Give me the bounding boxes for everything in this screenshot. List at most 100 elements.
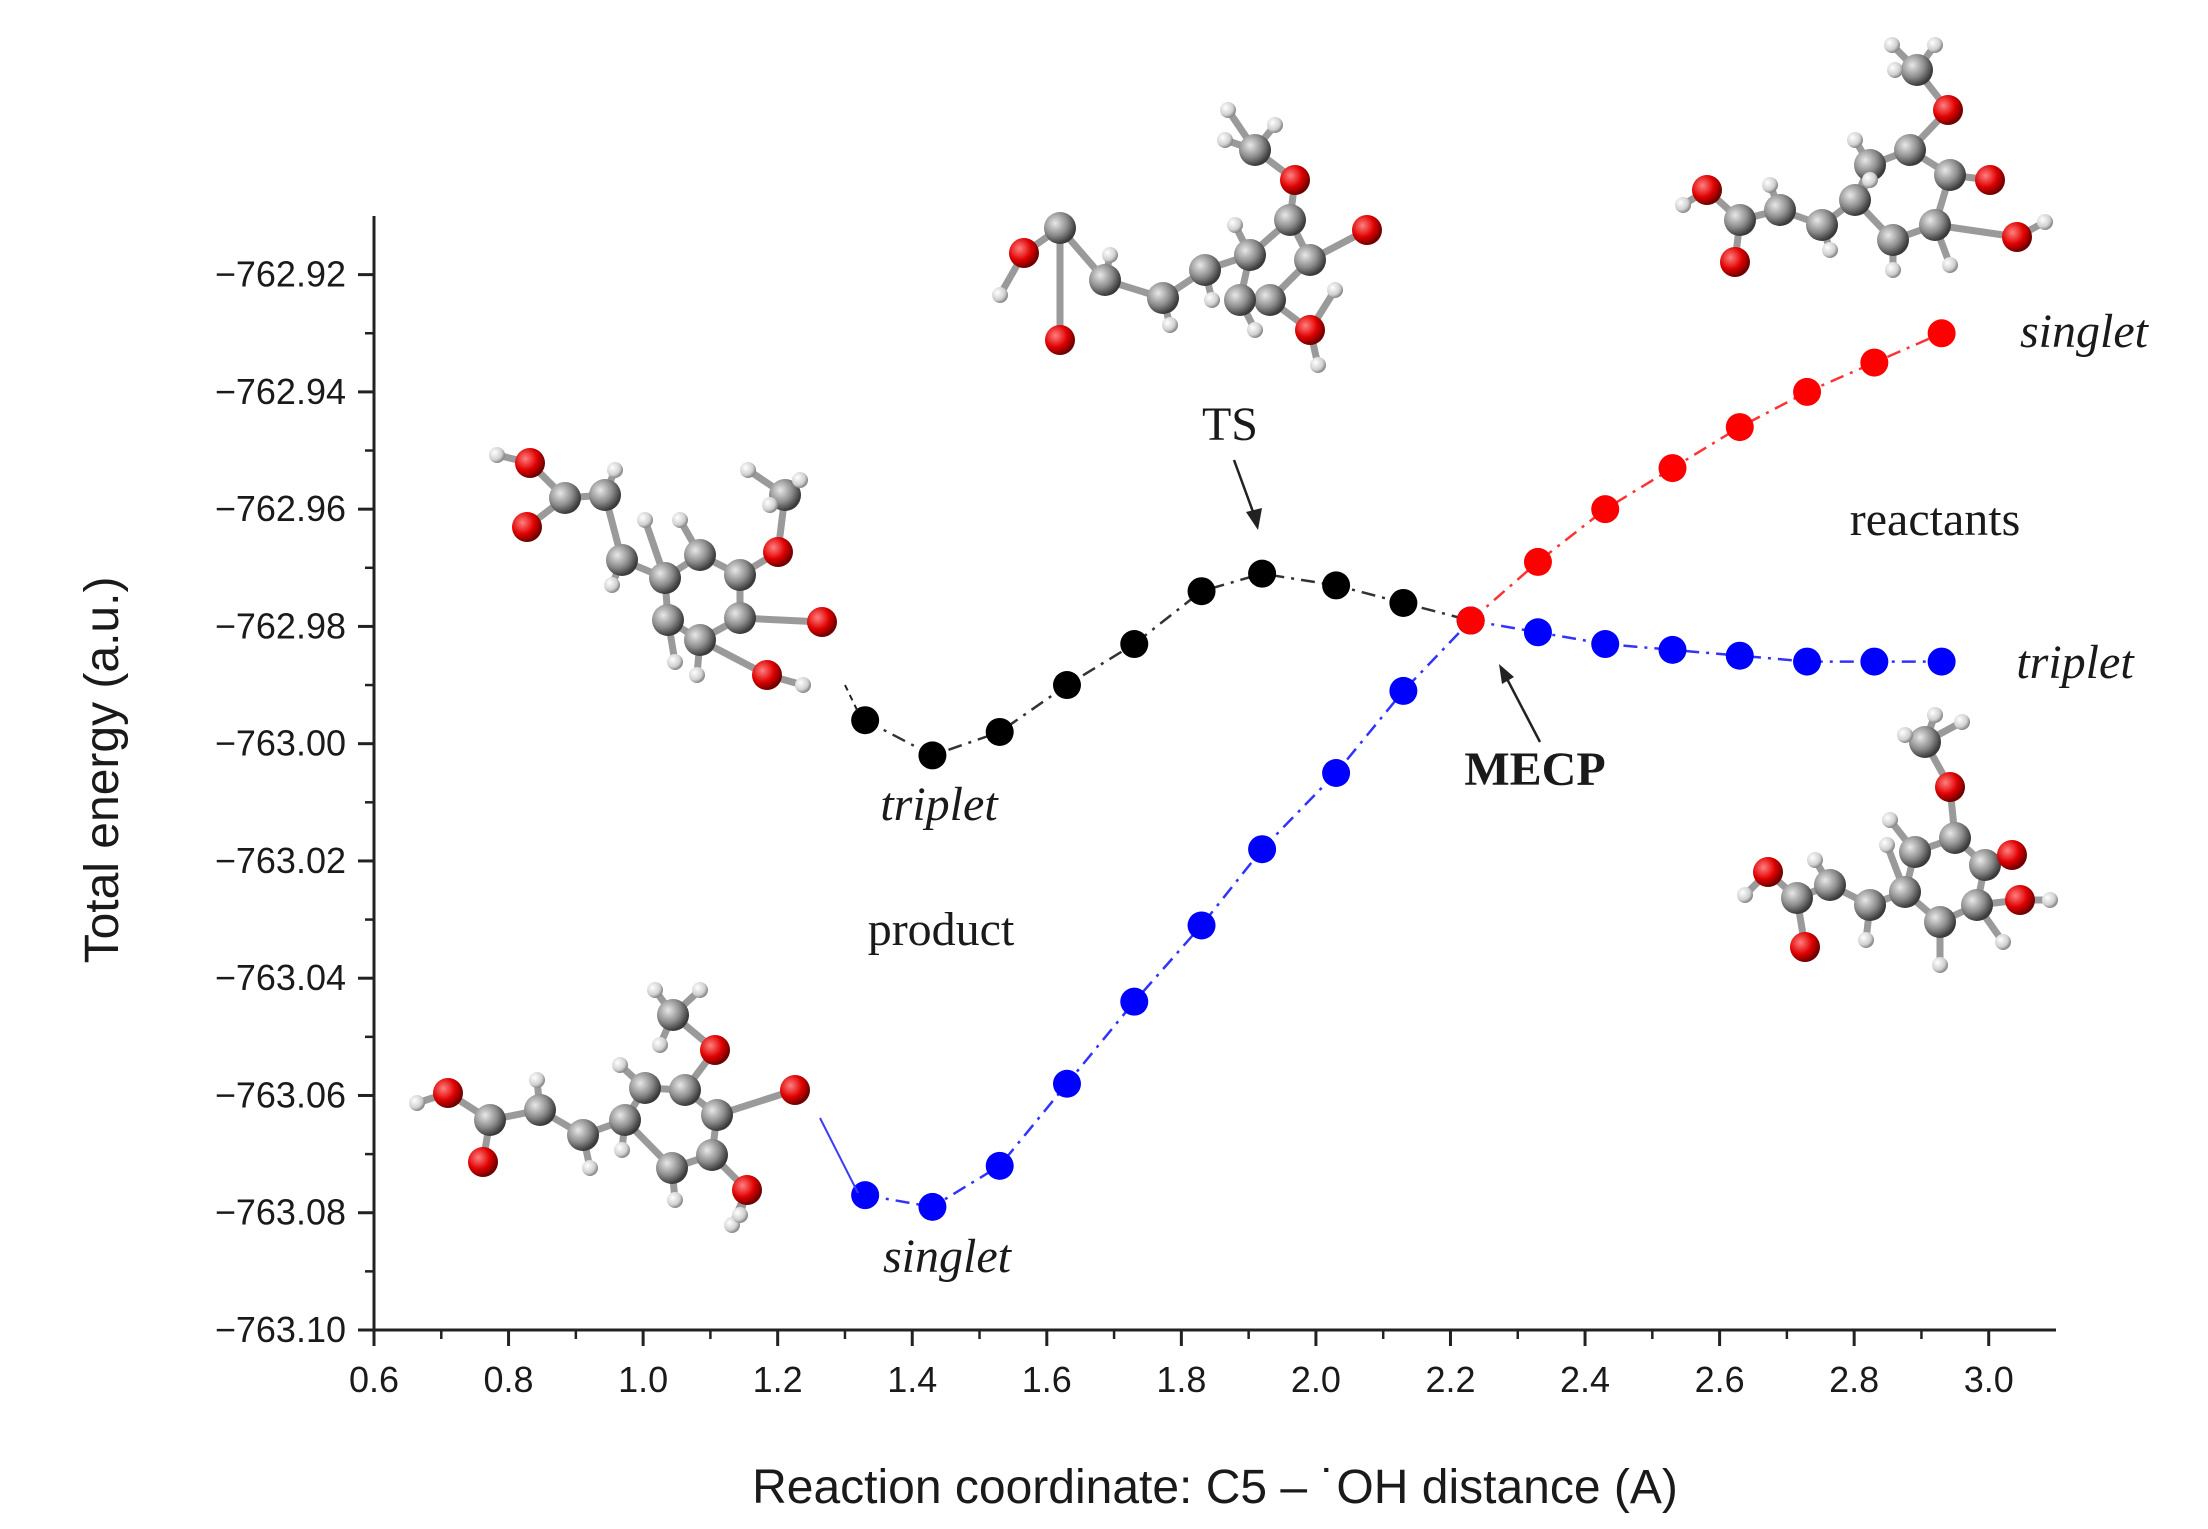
- molecule-ts-atom-3: [1045, 325, 1075, 355]
- molecule-singlet-product-atom-2: [474, 1104, 506, 1136]
- molecule-triplet-product-atom-4: [589, 479, 621, 511]
- molecule-triplet-reactant-atom-5: [1854, 889, 1886, 921]
- x-tick-label-4: 1.4: [887, 1359, 937, 1400]
- molecule-ts-atom-0: [992, 287, 1008, 303]
- series-0-point-8: [1389, 588, 1418, 617]
- molecule-ts-atom-19: [1227, 217, 1243, 233]
- molecule-reactant-atom-18: [1862, 172, 1878, 188]
- molecule-singlet-product-atom-1: [433, 1078, 463, 1108]
- molecule-singlet-product: [409, 982, 810, 1233]
- series-2-point-5: [1793, 377, 1822, 406]
- molecule-triplet-reactant-atom-16: [1807, 852, 1823, 868]
- molecule-triplet-reactant-atom-14: [1997, 840, 2027, 870]
- molecule-singlet-product-atom-11: [656, 1152, 688, 1184]
- molecule-structures: [409, 37, 2058, 1233]
- molecule-reactant-atom-8: [1894, 134, 1926, 166]
- molecule-reactant-atom-5: [1806, 209, 1838, 241]
- molecule-triplet-product-atom-1: [515, 448, 545, 478]
- y-tick-label-9: −763.10: [215, 1309, 346, 1350]
- label-reactants: reactants: [1850, 493, 2021, 546]
- series-1-point-4: [1120, 987, 1149, 1016]
- molecule-singlet-product-atom-19: [612, 1057, 628, 1073]
- molecule-triplet-reactant-atom-21: [2042, 892, 2058, 908]
- ts-arrowhead: [1246, 508, 1262, 530]
- molecule-triplet-product-atom-0: [489, 447, 505, 463]
- label-triplet-product: triplet: [880, 778, 999, 831]
- label-triplet-reactant: triplet: [2016, 636, 2135, 689]
- molecule-triplet-reactant-atom-9: [1969, 849, 2001, 881]
- y-axis-title: Total energy (a.u.): [76, 577, 129, 964]
- product-singlet-leader: [819, 1117, 859, 1194]
- molecule-triplet-product-atom-5: [607, 462, 623, 478]
- ts-arrow-line: [1232, 459, 1258, 521]
- y-tick-label-2: −762.96: [215, 488, 346, 529]
- molecule-singlet-product-atom-23: [692, 982, 708, 998]
- molecule-reactant-atom-16: [1762, 177, 1778, 193]
- molecule-triplet-reactant: [1737, 707, 2058, 973]
- series-1-point-3: [1052, 1069, 1081, 1098]
- x-tick-label-11: 2.8: [1829, 1359, 1879, 1400]
- molecule-triplet-product-atom-12: [652, 604, 684, 636]
- molecule-singlet-product-atom-17: [582, 1160, 598, 1176]
- series-1-point-2: [985, 1151, 1014, 1180]
- molecule-triplet-reactant-atom-1: [1753, 857, 1783, 887]
- molecule-triplet-reactant-atom-15: [2005, 885, 2035, 915]
- molecule-singlet-product-atom-7: [629, 1072, 661, 1104]
- molecule-ts-atom-6: [1189, 254, 1221, 286]
- series-1-point-0: [851, 1181, 880, 1210]
- molecule-ts: [992, 102, 1382, 373]
- molecule-reactant-atom-24: [1887, 62, 1903, 78]
- y-tick-label-3: −762.98: [215, 605, 346, 646]
- molecule-ts-atom-22: [1217, 132, 1233, 148]
- molecule-triplet-product-atom-2: [512, 512, 542, 542]
- molecule-singlet-product-atom-4: [524, 1094, 556, 1126]
- series-2-point-3: [1658, 454, 1687, 483]
- molecule-ts-atom-9: [1294, 244, 1326, 276]
- molecule-singlet-product-atom-3: [468, 1147, 498, 1177]
- molecule-ts-atom-25: [1327, 282, 1343, 298]
- molecule-triplet-reactant-atom-18: [1879, 837, 1895, 853]
- molecule-triplet-product-atom-18: [672, 512, 688, 528]
- series-1-point-5: [1187, 911, 1216, 940]
- molecule-ts-atom-10: [1254, 284, 1286, 316]
- molecule-triplet-reactant-atom-6: [1889, 876, 1921, 908]
- ticks: [358, 273, 1991, 1346]
- x-tick-label-10: 2.6: [1695, 1359, 1745, 1400]
- series-2-point-4: [1725, 413, 1754, 442]
- molecule-triplet-reactant-atom-12: [1935, 772, 1965, 802]
- series-0-point-2: [985, 717, 1014, 746]
- molecule-ts-atom-21: [1310, 357, 1326, 373]
- annotations: TS MECP reactants product singlet triple…: [868, 305, 2150, 1283]
- tick-labels: 0.6 0.8 1.0 1.2 1.4 1.6 1.8 2.0 2.2 2.4 2.6 2.8 3.0 −…: [215, 254, 2014, 1400]
- molecule-singlet-product-atom-0: [409, 1095, 425, 1111]
- molecule-triplet-reactant-atom-8: [1939, 822, 1971, 854]
- series-0-point-3: [1052, 671, 1081, 700]
- y-tick-label-7: −763.06: [215, 1074, 346, 1115]
- label-product: product: [868, 903, 1015, 956]
- molecule-ts-atom-8: [1274, 204, 1306, 236]
- series-2-point-7: [1927, 319, 1956, 348]
- molecule-ts-atom-14: [1352, 215, 1382, 245]
- x-tick-label-0: 0.6: [349, 1359, 399, 1400]
- molecule-ts-atom-16: [1102, 247, 1118, 263]
- series-0-point-1: [918, 741, 947, 770]
- series-0-point-0: [851, 706, 880, 735]
- mecp-arrowhead: [1499, 664, 1514, 684]
- y-tick-label-8: −763.08: [215, 1192, 346, 1233]
- molecule-ts-atom-11: [1224, 284, 1256, 316]
- molecule-reactant-atom-17: [1822, 242, 1838, 258]
- molecule-reactant-atom-3: [1720, 247, 1750, 277]
- molecule-triplet-product-atom-24: [795, 677, 811, 693]
- molecule-singlet-product-atom-12: [700, 1035, 730, 1065]
- label-singlet-reactant: singlet: [2020, 305, 2150, 358]
- molecule-reactant-atom-6: [1839, 184, 1871, 216]
- molecule-reactant-atom-19: [1847, 132, 1863, 148]
- molecule-triplet-reactant-atom-11: [1924, 906, 1956, 938]
- molecule-reactant-atom-7: [1854, 149, 1886, 181]
- molecule-triplet-reactant-atom-10: [1961, 889, 1993, 921]
- molecule-triplet-reactant-atom-23: [1897, 727, 1913, 743]
- molecule-triplet-product-atom-9: [724, 559, 756, 591]
- molecule-triplet-reactant-atom-19: [1882, 812, 1898, 828]
- molecule-ts-atom-1: [1009, 238, 1039, 268]
- molecule-singlet-product-atom-6: [609, 1104, 641, 1136]
